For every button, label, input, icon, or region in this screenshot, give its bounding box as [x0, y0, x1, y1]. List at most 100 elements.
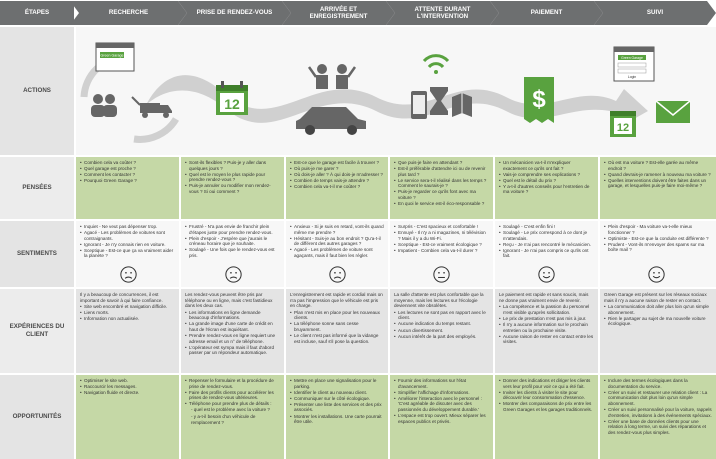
list-item: Faire des profils clients pour accélérer…	[185, 390, 280, 401]
list-item: Ennuyé - Il n'y a ni magazines, ni télév…	[394, 230, 489, 241]
experiences-paiement: Le paiement est rapide et sans soucis, m…	[495, 289, 598, 373]
list-item: La compétence et la passion du personnel…	[499, 304, 594, 315]
list-item: Où puis-je me garer ?	[290, 166, 384, 172]
pensees-prise-rdv: Sont-ils flexibles ? Puis-je y aller dan…	[181, 157, 284, 219]
experiences-prise-rdv: Les rendez-vous peuvent être pris par té…	[181, 289, 284, 373]
header-etapes: ÉTAPES	[0, 1, 74, 25]
happy-face-icon	[648, 266, 665, 283]
calendar-day-1: 12	[224, 96, 240, 112]
list-item: Navigation fluide et directe.	[80, 390, 175, 396]
list-item: Les lectures ne sont pas en rapport avec…	[394, 310, 489, 321]
phone-icon	[411, 91, 427, 119]
experiences-recherche: Il y a beaucoup de concurrences, il est …	[76, 289, 179, 373]
list-item: Quel est le moyen le plus rapide pour pr…	[185, 172, 280, 183]
stage-header-attente: ATTENTE DURANT L'INTERVENTION	[386, 1, 499, 25]
list-item: Repenser le formulaire et la procédure d…	[185, 378, 280, 389]
list-item: Information non actualisée.	[80, 316, 175, 322]
list-item: Optimiste - Est-ce que la conduite est d…	[604, 236, 712, 242]
lane-label-sentiments: SENTIMENTS	[0, 221, 74, 287]
list-item: Est-ce que le garage est facile à trouve…	[290, 160, 384, 166]
calendar-icon-2: 12	[610, 111, 636, 137]
list-item: Ignorant - Je n'ai pas compris ce qu'ils…	[499, 248, 594, 259]
sub-item: - quel est le problème avec la voiture ?	[191, 407, 270, 413]
envelope-icon	[655, 100, 691, 123]
list-item: Où est ma voiture ? Est-elle garée au mê…	[604, 160, 712, 171]
hourglass-icon	[430, 87, 448, 115]
list-item: Créer un suivi personnalisé pour la voit…	[604, 407, 712, 418]
sad-face-icon	[329, 266, 346, 283]
list-item: Simplifier l'affichage d'informations.	[394, 390, 489, 396]
pensees-recherche: Combien cela va coûter ?Quel garage est …	[76, 157, 179, 219]
opportunites-prise-rdv: Repenser le formulaire et la procédure d…	[181, 375, 284, 459]
sad-face-icon	[225, 266, 242, 283]
tow-truck-icon	[131, 96, 172, 118]
stage-header-prise-rdv: PRISE DE RENDEZ-VOUS	[178, 1, 291, 25]
svg-text:$: $	[532, 86, 546, 113]
sentiments-prise-rdv: Frustré - N'a pas envie de franchir plei…	[181, 221, 284, 287]
list-item: Comment les contacter ?	[80, 172, 175, 178]
sentiments-suivi: Plein d'espoir - Ma voiture va-t-elle mi…	[600, 221, 716, 287]
list-item: Site web encombré et navigation difficil…	[80, 304, 175, 310]
list-item: Présenter une liste des services et des …	[290, 402, 384, 413]
stage-header-suivi: SUIVI	[594, 1, 716, 25]
list-item: Inviter les clients à visiter le site po…	[499, 390, 594, 401]
list-item: Il n'y a aucune information sur le proch…	[499, 322, 594, 333]
list-item: Surpris - C'est spacieux et confortable …	[394, 224, 489, 230]
list-item: Liens morts.	[80, 310, 175, 316]
list-item: La téléphone sonne sans cesse bruyamment…	[290, 321, 384, 332]
experience-intro: Les rendez-vous peuvent être pris par té…	[185, 292, 273, 309]
list-item: Impatient - Combien cela va-t-il durer ?	[394, 248, 489, 254]
experience-intro: Le paiement est rapide et sans soucis, m…	[499, 292, 589, 303]
opportunites-attente: Fournir des informations sur l'état d'av…	[390, 375, 493, 459]
list-item: Soulagé - Le prix correspond à ce dont j…	[499, 230, 594, 241]
list-item: Soulagé - Une fois que le rendez-vous es…	[185, 247, 280, 258]
list-item: L'opérateur est sympa mais il faut d'abo…	[185, 345, 280, 356]
browser-window-icon: Green Garage	[95, 42, 135, 72]
actions-lane	[76, 27, 716, 155]
list-item: Puis-je annuler ou modifier mon rendez-v…	[185, 183, 280, 194]
list-item: Raccourcir les messages.	[80, 384, 175, 390]
list-item: Aucune raison de rester en contact entre…	[499, 334, 594, 345]
opportunites-paiement: Donner des indications et diriger les cl…	[495, 375, 598, 459]
actions-illustration: Green Garage 12	[80, 42, 691, 143]
list-item: Hésitant - Suis-je au bon endroit ? Qu'a…	[290, 236, 384, 247]
list-item: Quelles interventions doivent être faite…	[604, 178, 712, 189]
opportunites-arrivee: Mettre en place une signalisation pour l…	[286, 375, 388, 459]
list-item: Sceptique - Est-ce vraiment écologique ?	[394, 242, 489, 248]
list-item: Ignorant - Je n'y connais rien en voitur…	[80, 242, 175, 248]
list-item: Aucune indication du temps restant.	[394, 321, 489, 327]
stage-header-paiement: PAIEMENT	[490, 1, 603, 25]
calendar-icon: 12	[216, 81, 248, 115]
list-item: Que puis-je faire en attendant ?	[394, 160, 489, 166]
list-item: Un mécanicien va-t-il m'expliquer exacte…	[499, 160, 594, 171]
wifi-icon	[422, 54, 450, 74]
bill-dollar-icon: $	[524, 77, 554, 123]
stage-header-arrivee: ARRIVÉE ET ENREGISTREMENT	[282, 1, 395, 25]
list-item: Montrer des comparaisons de prix entre l…	[499, 401, 594, 412]
list-item: Communiquer sur le côté écologique.	[290, 396, 384, 402]
list-item: Donner des indications et diriger les cl…	[499, 378, 594, 389]
experience-intro: La salle d'attente est plus confortable …	[394, 292, 484, 309]
calendar-day-2: 12	[617, 122, 629, 134]
list-item: Sont-ils flexibles ? Puis-je y aller dan…	[185, 160, 280, 171]
list-item: Sceptique - Est-ce que ça va vraiment ai…	[80, 248, 175, 259]
list-item: Agacé - Les problèmes de voitures sont c…	[80, 230, 175, 241]
list-item: La communication doit aller plus loin qu…	[604, 304, 712, 315]
sub-item: - y a-t-il besoin d'un véhicule de rempl…	[191, 414, 256, 425]
book-icon	[452, 93, 472, 117]
list-item: Le prix de prestation n'est pas mis à jo…	[499, 316, 594, 322]
sentiments-recherche: Inquiet - Ne veut pas dépenser trop.Agac…	[76, 221, 179, 287]
lane-label-pensees: PENSÉES	[0, 157, 74, 219]
window-2-label: Green Garage	[621, 56, 643, 60]
stage-header-recherche: RECHERCHE	[70, 1, 187, 25]
sentiments-arrivee: Anxieux - Si je suis en retard, vont-ils…	[286, 221, 388, 287]
list-item: Puis-je regarder ce qu'ils font avec ma …	[394, 189, 489, 200]
pensees-suivi: Où est ma voiture ? Est-elle garée au mê…	[600, 157, 716, 219]
opportunites-suivi: Inclure des termes écologiques dans la d…	[600, 375, 716, 459]
list-item: Anxieux - Si je suis en retard, vont-ils…	[290, 224, 384, 235]
list-item: Combien cela va-t-il me coûter ?	[290, 184, 384, 190]
list-item: Prendre rendez-vous en ligne requiert un…	[185, 333, 280, 344]
pensees-paiement: Un mécanicien va-t-il m'expliquer exacte…	[495, 157, 598, 219]
list-item: Reçu - Je n'ai pas rencontré le mécanici…	[499, 242, 594, 248]
list-item: Quel est le détail du prix ?	[499, 178, 594, 184]
